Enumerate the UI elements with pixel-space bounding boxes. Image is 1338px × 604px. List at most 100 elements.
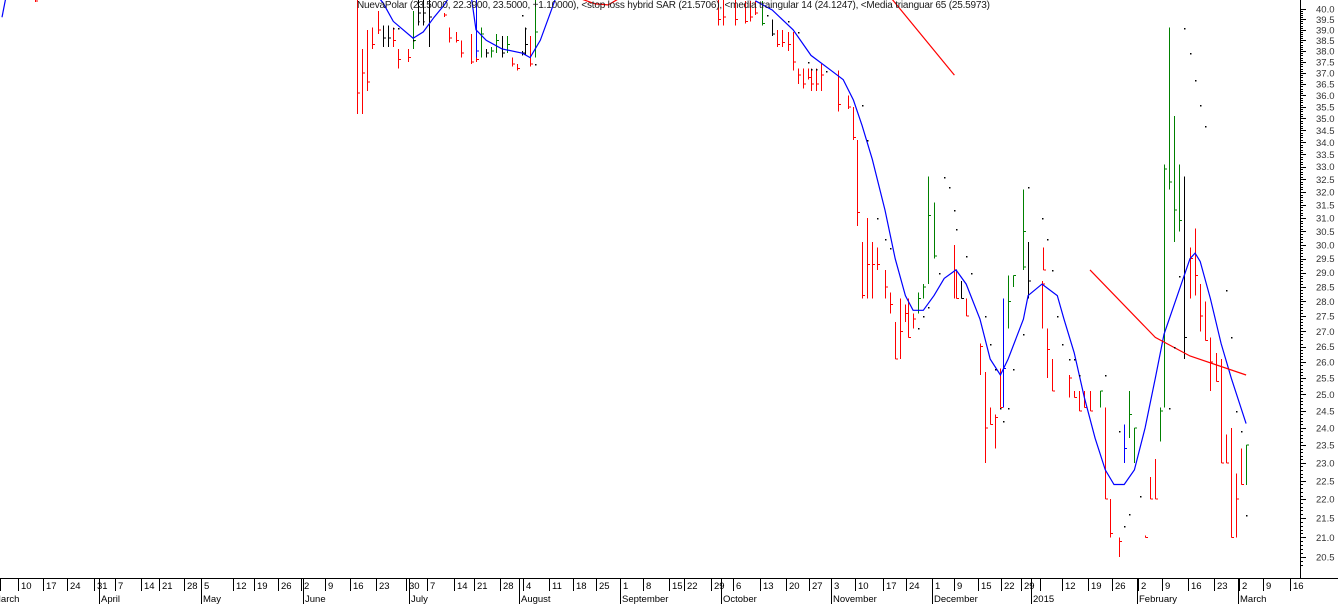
sar-dot	[1129, 514, 1131, 516]
sar-dot	[1003, 421, 1005, 423]
x-week-label: 27	[812, 581, 823, 592]
x-week-label: 2	[1141, 581, 1146, 592]
x-week-label: 12	[236, 581, 247, 592]
price-bar	[1110, 499, 1113, 538]
price-bar	[1236, 473, 1239, 538]
sar-dot	[811, 69, 813, 71]
sar-dot	[826, 71, 828, 73]
y-tick-label: 25.0	[1316, 390, 1335, 401]
price-bar	[1246, 444, 1249, 485]
sar-dot	[966, 256, 968, 258]
x-week-label: 14	[144, 581, 155, 592]
price-bar	[1119, 537, 1122, 558]
sar-dot	[1124, 526, 1126, 528]
y-tick-label: 23.5	[1316, 441, 1335, 452]
y-tick-label: 39.0	[1316, 25, 1335, 36]
x-week-label: 23	[379, 581, 390, 592]
price-bar	[1134, 427, 1137, 463]
price-bar	[872, 242, 875, 299]
y-tick-label: 33.0	[1316, 162, 1335, 173]
price-bar	[723, 0, 726, 26]
x-week-label: 9	[328, 581, 333, 592]
x-week-label: 15	[981, 581, 992, 592]
sar-dot	[1205, 126, 1207, 128]
price-bar	[383, 25, 386, 47]
price-bar	[1226, 434, 1229, 464]
sar-dot	[1246, 515, 1248, 517]
x-week-label: 26	[281, 581, 292, 592]
x-week-label: 7	[430, 581, 435, 592]
x-month-label: August	[521, 594, 551, 604]
x-month-label: November	[833, 594, 877, 604]
sar-dot	[956, 229, 958, 231]
price-bar	[1169, 27, 1172, 190]
price-bar	[35, 0, 38, 2]
sar-dot	[788, 21, 790, 23]
price-bar	[956, 269, 959, 300]
price-bar	[885, 269, 888, 299]
y-tick-label: 37.5	[1316, 57, 1335, 68]
x-month-label: April	[101, 594, 120, 604]
price-bar	[444, 13, 447, 18]
sar-dot	[1079, 375, 1081, 377]
price-bar	[862, 242, 865, 299]
price-bar	[908, 298, 911, 338]
y-tick-label: 34.0	[1316, 138, 1335, 149]
price-bar	[1205, 301, 1208, 341]
price-bar	[1200, 284, 1203, 332]
price-bar	[900, 298, 903, 360]
sar-dot	[1042, 218, 1044, 220]
y-tick-label: 35.0	[1316, 114, 1335, 125]
price-bar	[1052, 359, 1055, 392]
price-bar	[793, 31, 796, 71]
price-bar	[966, 298, 969, 317]
price-bar	[1150, 477, 1153, 500]
x-week-label: 29	[1024, 581, 1035, 592]
x-week-label: 13	[763, 581, 774, 592]
price-bar	[413, 11, 416, 49]
price-bar	[517, 64, 520, 71]
sar-dot	[1140, 496, 1142, 498]
ma65-line	[582, 0, 618, 6]
price-bar	[1090, 391, 1093, 412]
y-tick-label: 25.5	[1316, 374, 1335, 385]
x-week-label: 1	[935, 581, 940, 592]
ma14-line	[1, 0, 6, 18]
y-tick-label: 36.0	[1316, 91, 1335, 102]
x-month-label: May	[203, 594, 221, 604]
price-bar	[362, 48, 365, 114]
sar-dot	[535, 64, 537, 66]
x-week-label: 22	[1004, 581, 1015, 592]
sar-dot	[1190, 53, 1192, 55]
x-week-label: 24	[70, 581, 81, 592]
sar-dot	[949, 187, 951, 189]
price-bar	[418, 0, 421, 26]
price-bar	[821, 64, 824, 91]
price-bar	[1164, 164, 1167, 408]
x-week-label: 16	[353, 581, 364, 592]
x-week-label: 12	[1065, 581, 1076, 592]
price-bar	[923, 284, 926, 299]
x-week-label: 30	[409, 581, 420, 592]
price-bar	[961, 281, 964, 300]
y-tick-label: 29.0	[1316, 268, 1335, 279]
sar-dot	[918, 328, 920, 330]
price-bar	[486, 48, 489, 58]
price-bar	[378, 11, 381, 34]
sar-dot	[1184, 28, 1186, 30]
price-bar	[853, 106, 856, 140]
price-bar	[913, 313, 916, 329]
sar-dot	[995, 369, 997, 371]
price-bar	[456, 31, 459, 43]
price-bar	[1231, 427, 1234, 538]
x-week-label: 20	[789, 581, 800, 592]
sar-dot	[1105, 375, 1107, 377]
y-tick-label: 33.5	[1316, 150, 1335, 161]
sar-dot	[923, 316, 925, 318]
price-bar	[1043, 247, 1046, 271]
x-week-label: 16	[1293, 581, 1304, 592]
price-bar	[750, 0, 753, 22]
price-bar	[1013, 275, 1016, 287]
price-bar	[429, 0, 432, 47]
